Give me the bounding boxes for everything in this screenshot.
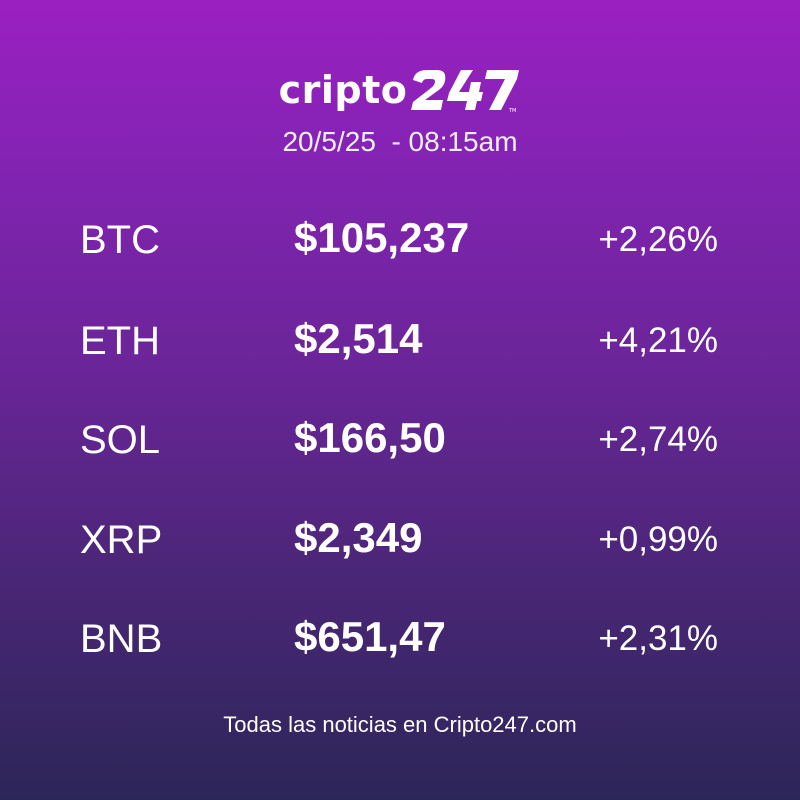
- coin-price: $166,50: [294, 414, 446, 461]
- price-row-btc: BTC $105,237 +2,26%: [0, 210, 800, 270]
- coin-change: +2,74%: [598, 420, 718, 459]
- coin-symbol: SOL: [80, 418, 161, 462]
- price-row-xrp: XRP $2,349 +0,99%: [0, 510, 800, 570]
- price-row-sol: SOL $166,50 +2,74%: [0, 410, 800, 470]
- brand-247-mark: TM: [411, 70, 520, 114]
- footer-link-text: Todas las noticias en Cripto247.com: [223, 712, 577, 737]
- coin-symbol: BNB: [80, 617, 163, 661]
- svg-text:TM: TM: [508, 108, 516, 114]
- brand-logo: cripto TM: [0, 60, 800, 120]
- coin-change: +2,31%: [598, 619, 718, 658]
- coin-change: +0,99%: [598, 520, 718, 559]
- price-row-bnb: BNB $651,47 +2,31%: [0, 609, 800, 669]
- coin-symbol: ETH: [80, 319, 160, 363]
- coin-price: $2,514: [294, 315, 423, 362]
- coin-symbol: XRP: [80, 518, 163, 562]
- date-time: 20/5/25 - 08:15am: [282, 126, 518, 157]
- coin-change: +4,21%: [598, 321, 718, 360]
- price-row-eth: ETH $2,514 +4,21%: [0, 311, 800, 371]
- coin-price: $651,47: [294, 613, 446, 660]
- coin-price: $2,349: [294, 514, 423, 561]
- coin-price: $105,237: [294, 214, 470, 261]
- brand-name-text: cripto: [278, 68, 408, 112]
- coin-change: +2,26%: [598, 220, 718, 259]
- coin-symbol: BTC: [80, 218, 160, 262]
